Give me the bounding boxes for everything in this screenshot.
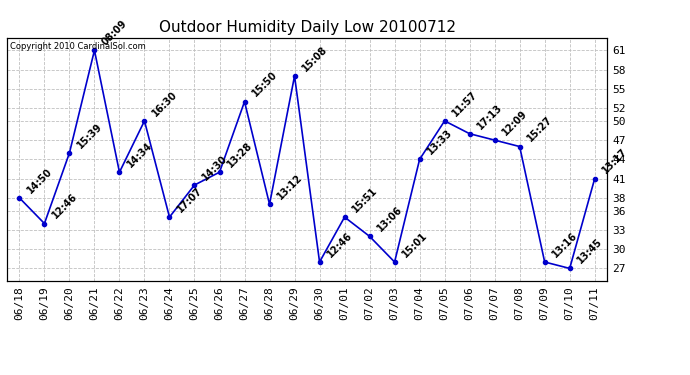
Title: Outdoor Humidity Daily Low 20100712: Outdoor Humidity Daily Low 20100712: [159, 20, 455, 35]
Text: 13:17: 13:17: [600, 147, 629, 176]
Text: 14:30: 14:30: [200, 153, 229, 182]
Text: 15:50: 15:50: [250, 70, 279, 99]
Text: 15:27: 15:27: [525, 115, 554, 144]
Text: 14:34: 14:34: [125, 140, 154, 170]
Text: 08:09: 08:09: [100, 18, 129, 48]
Text: 13:33: 13:33: [425, 128, 454, 157]
Text: 12:46: 12:46: [50, 192, 79, 221]
Text: 13:12: 13:12: [275, 172, 304, 201]
Text: Copyright 2010 CardinalSol.com: Copyright 2010 CardinalSol.com: [10, 42, 146, 51]
Text: 15:01: 15:01: [400, 230, 429, 259]
Text: 15:08: 15:08: [300, 44, 329, 73]
Text: 15:51: 15:51: [350, 185, 379, 214]
Text: 12:09: 12:09: [500, 108, 529, 137]
Text: 14:50: 14:50: [25, 166, 54, 195]
Text: 16:30: 16:30: [150, 89, 179, 118]
Text: 11:57: 11:57: [450, 89, 479, 118]
Text: 12:46: 12:46: [325, 230, 354, 259]
Text: 17:07: 17:07: [175, 185, 204, 214]
Text: 13:45: 13:45: [575, 237, 604, 266]
Text: 15:39: 15:39: [75, 121, 104, 150]
Text: 17:13: 17:13: [475, 102, 504, 131]
Text: 13:16: 13:16: [550, 230, 579, 259]
Text: 13:28: 13:28: [225, 140, 254, 170]
Text: 13:06: 13:06: [375, 205, 404, 234]
